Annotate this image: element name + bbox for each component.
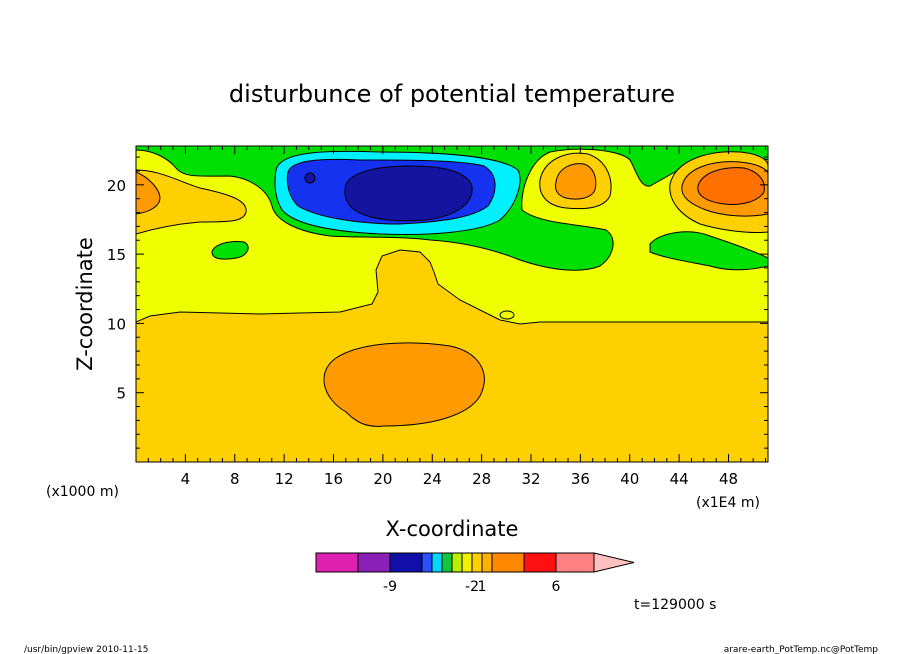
colorbar-swatch (431, 552, 443, 573)
x-tick-label: 40 (620, 470, 639, 488)
contour-small-loop (499, 310, 515, 320)
axis-ticks (136, 146, 768, 462)
x-tick-label: 4 (181, 470, 191, 488)
colorbar-tick-label: -2 (465, 579, 479, 595)
x-tick-label: 12 (275, 470, 294, 488)
colorbar-swatch (451, 552, 463, 573)
colorbar-swatch (471, 552, 483, 573)
x-unit-label: (x1E4 m) (696, 495, 760, 511)
fill-orange-right-36 (555, 163, 597, 200)
colorbar-swatch (555, 552, 595, 573)
colorbar-swatch (357, 552, 391, 573)
y-tick-label: 10 (107, 315, 126, 333)
colorbar-tick-label: -9 (383, 579, 397, 595)
x-tick-label: 16 (324, 470, 343, 488)
colorbar-tick-label: 1 (478, 579, 487, 595)
x-tick-label: 28 (472, 470, 491, 488)
footer-left: /usr/bin/gpview 2010-11-15 (24, 645, 148, 654)
y-tick-label: 5 (116, 385, 126, 403)
y-axis-title: Z-coordinate (73, 237, 97, 371)
colorbar-swatch (421, 552, 433, 573)
fill-navy (344, 165, 473, 222)
plot-frame (135, 145, 769, 463)
fill-navy-dot (304, 172, 316, 184)
colorbar-tick-label: 6 (552, 579, 561, 595)
fill-green-island-left (211, 241, 249, 260)
colorbar-swatch (523, 552, 557, 573)
y-tick-label: 15 (107, 246, 126, 264)
y-tick-label: 20 (107, 177, 126, 195)
fill-darkorange-right-48 (697, 167, 765, 205)
z-unit-label: (x1000 m) (46, 484, 119, 500)
colorbar-labels: -9 -21 6 (383, 579, 561, 595)
footer-right: arare-earth_PotTemp.nc@PotTemp (724, 645, 879, 654)
colorbar-swatch (461, 552, 473, 573)
colorbar-swatch (315, 552, 359, 573)
fill-orange-blob (323, 342, 485, 427)
x-tick-label: 24 (423, 470, 442, 488)
x-tick-label: 32 (521, 470, 540, 488)
x-tick-label: 20 (373, 470, 392, 488)
colorbar-swatch (441, 552, 453, 573)
plot-area (136, 146, 768, 462)
colorbar-swatch (389, 552, 423, 573)
colorbar-swatch (481, 552, 493, 573)
colorbar (315, 552, 635, 573)
fill-orange-left (136, 171, 161, 215)
chart-title: disturbunce of potential temperature (229, 80, 675, 108)
x-tick-label: 8 (230, 470, 240, 488)
colorbar-swatch (491, 552, 525, 573)
time-label: t=129000 s (634, 597, 716, 613)
x-tick-label: 44 (670, 470, 689, 488)
x-tick-label: 36 (571, 470, 590, 488)
colorbar-extend-arrow (593, 552, 635, 573)
x-axis-title: X-coordinate (386, 517, 519, 541)
x-tick-label: 48 (719, 470, 738, 488)
fill-gold-left (136, 169, 247, 235)
fill-green-island-right (649, 231, 768, 271)
